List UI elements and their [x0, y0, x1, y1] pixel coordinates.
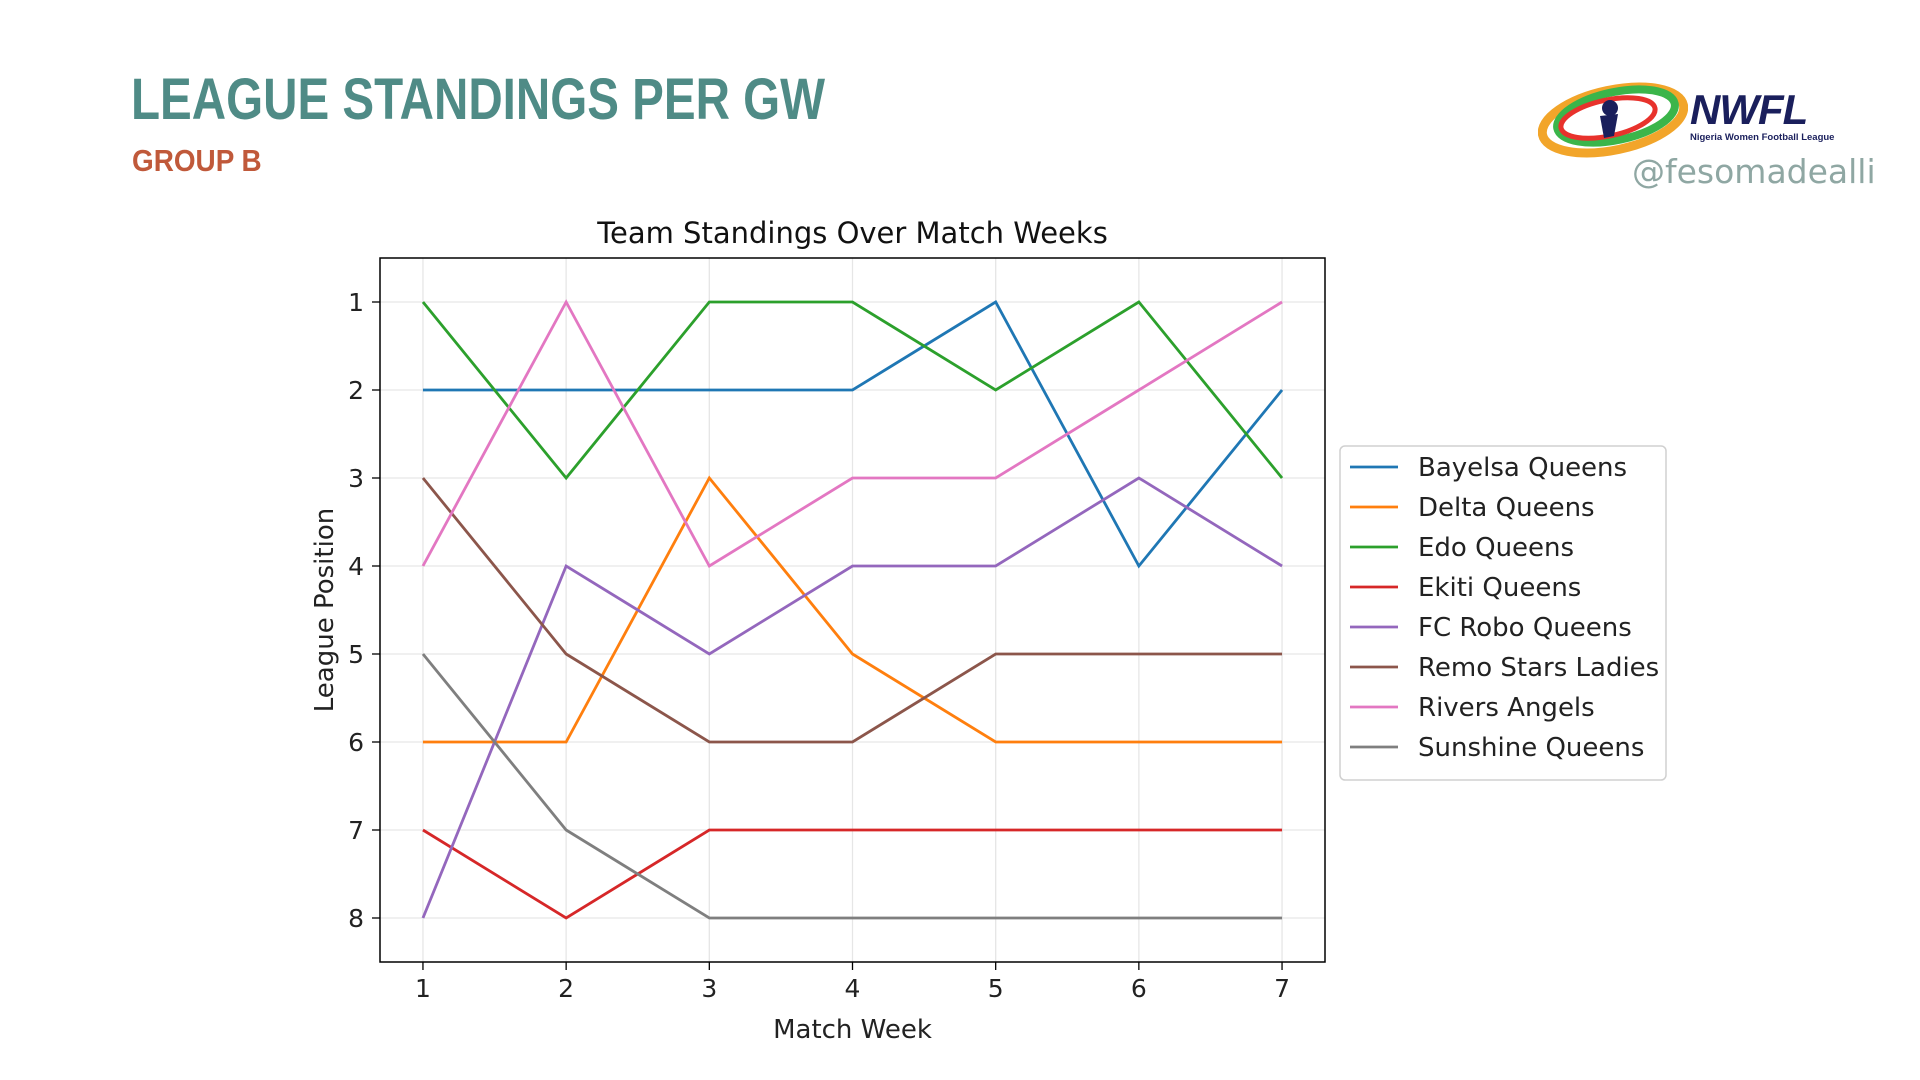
legend-label: Bayelsa Queens [1418, 453, 1627, 483]
chart-title: Team Standings Over Match Weeks [596, 216, 1108, 250]
y-tick-label: 3 [348, 464, 364, 493]
series-line-2 [421, 300, 1284, 481]
series-line-0 [422, 300, 1284, 569]
series-line-6 [421, 299, 1283, 568]
x-axis-label: Match Week [773, 1015, 932, 1045]
y-tick-label: 7 [348, 816, 364, 845]
page-title: LEAGUE STANDINGS PER GW [131, 67, 826, 132]
y-tick-label: 8 [348, 904, 364, 933]
series-line-3 [422, 828, 1283, 920]
series-line-1 [422, 475, 1283, 744]
x-tick-label: 2 [558, 974, 574, 1003]
logo-subtitle: Nigeria Women Football League [1690, 132, 1835, 143]
y-tick-label: 5 [348, 640, 364, 669]
x-tick-label: 3 [701, 974, 717, 1003]
legend-label: Ekiti Queens [1418, 573, 1581, 603]
x-tick-label: 7 [1274, 974, 1290, 1003]
series-line-4 [421, 476, 1283, 919]
legend-label: FC Robo Queens [1418, 613, 1632, 643]
y-axis-label: League Position [310, 508, 340, 712]
x-tick-label: 6 [1131, 974, 1147, 1003]
y-tick-label: 6 [348, 728, 364, 757]
legend-label: Delta Queens [1418, 493, 1595, 523]
y-tick-label: 1 [348, 288, 364, 317]
nwfl-logo-icon [1538, 82, 1688, 158]
legend-box [1339, 445, 1667, 781]
page-subtitle: GROUP B [132, 143, 262, 178]
legend-label: Remo Stars Ladies [1418, 653, 1659, 683]
legend-label: Sunshine Queens [1418, 733, 1644, 763]
logo-text: NWFL [1690, 86, 1808, 133]
legend-label: Rivers Angels [1418, 693, 1595, 723]
x-tick-label: 1 [415, 974, 431, 1003]
x-tick-label: 5 [988, 974, 1004, 1003]
series-line-5 [421, 477, 1283, 744]
y-tick-label: 2 [348, 376, 364, 405]
y-tick-label: 4 [348, 552, 364, 581]
x-tick-label: 4 [845, 974, 861, 1003]
legend-label: Edo Queens [1418, 533, 1574, 563]
social-handle: @fesomadealli [1632, 152, 1876, 191]
series-line-7 [421, 653, 1283, 920]
